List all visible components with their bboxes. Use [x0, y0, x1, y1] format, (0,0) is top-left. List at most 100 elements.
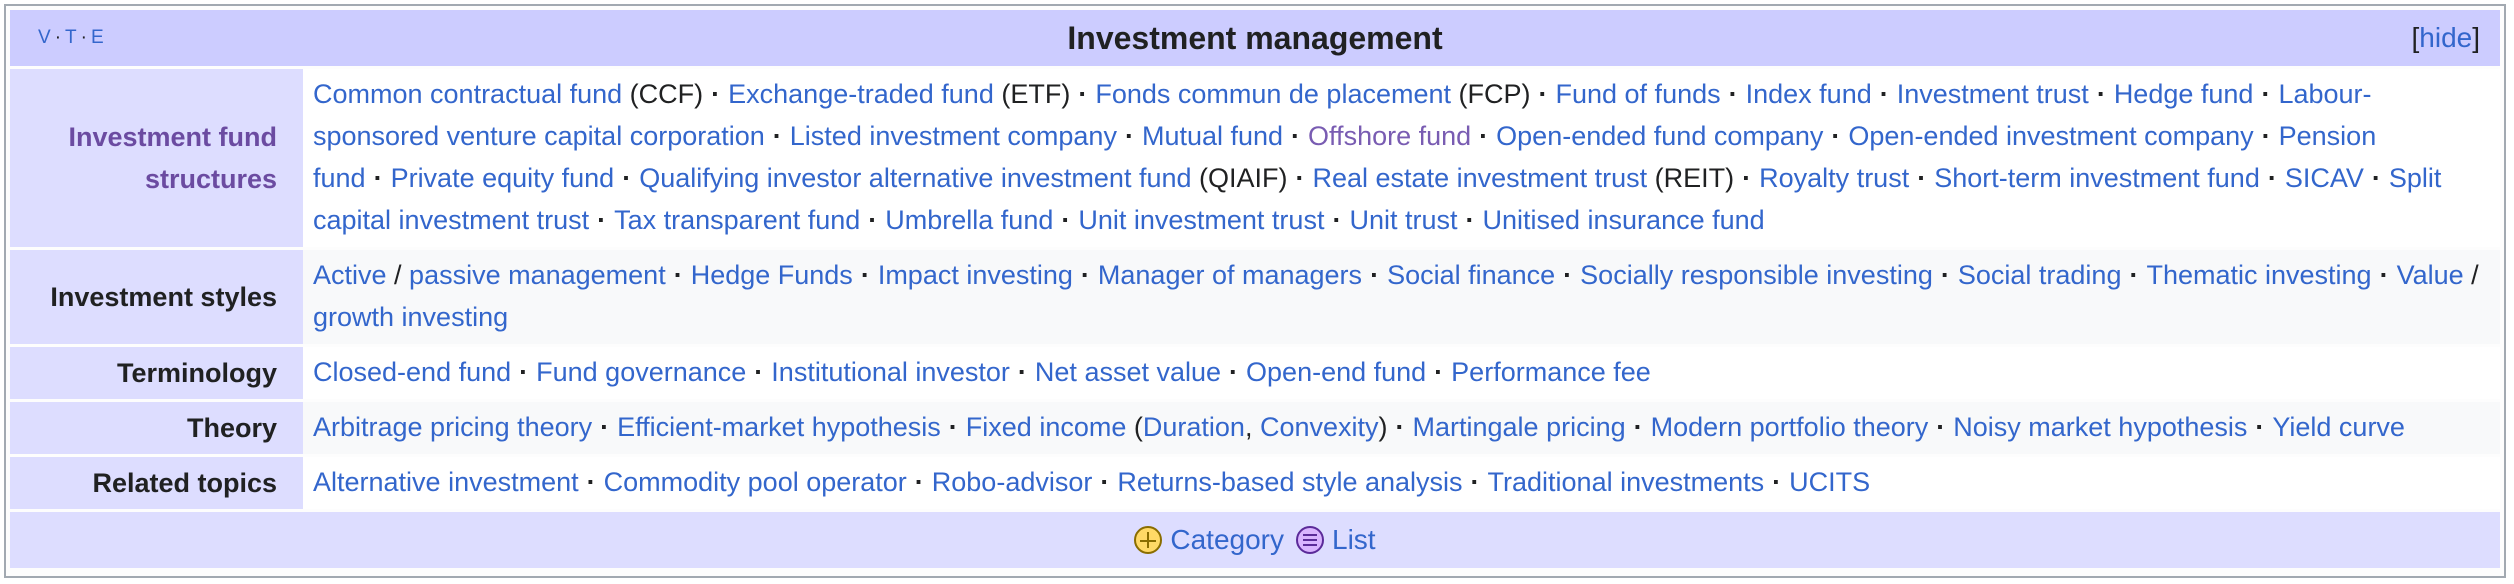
- nav-link[interactable]: Noisy market hypothesis: [1953, 412, 2248, 442]
- list-separator: ·: [1100, 467, 1110, 497]
- nav-link[interactable]: Investment trust: [1896, 79, 2089, 109]
- list-separator: ·: [1078, 79, 1088, 109]
- list-separator: ·: [1124, 121, 1134, 151]
- list-separator: ·: [914, 467, 924, 497]
- nav-link[interactable]: Pension fund: [313, 121, 2377, 193]
- nav-link[interactable]: Fonds commun de placement: [1095, 79, 1452, 109]
- list-separator: ·: [711, 79, 721, 109]
- list-separator: ·: [2261, 79, 2271, 109]
- list-separator: ·: [860, 260, 870, 290]
- group-label-theory: Theory: [10, 402, 303, 454]
- abbreviation: (ETF): [993, 79, 1071, 109]
- group-label-terminology: Terminology: [10, 347, 303, 399]
- nav-link[interactable]: Duration: [1142, 412, 1245, 442]
- nav-link[interactable]: Thematic investing: [2146, 260, 2372, 290]
- nav-link[interactable]: Active: [313, 260, 387, 290]
- nav-link[interactable]: Closed-end fund: [313, 357, 512, 387]
- nav-link[interactable]: Unitised insurance fund: [1482, 205, 1765, 235]
- nav-link[interactable]: Performance fee: [1451, 357, 1651, 387]
- vte-links: V · T · E: [38, 27, 106, 48]
- list-separator: ·: [1229, 357, 1239, 387]
- list-investment-styles: Active / passive management · Hedge Funds ·…: [303, 250, 2500, 344]
- edit-template-link[interactable]: E: [90, 27, 106, 48]
- list-separator: ·: [1332, 205, 1342, 235]
- talk-template-link[interactable]: T: [65, 27, 79, 48]
- view-template-link[interactable]: V: [38, 27, 53, 48]
- nav-link[interactable]: Private equity fund: [390, 163, 615, 193]
- nav-link[interactable]: Unit trust: [1349, 205, 1458, 235]
- list-investment-fund-structures: Common contractual fund (CCF) · Exchange-t…: [303, 69, 2500, 247]
- category-link-item[interactable]: Category: [1134, 524, 1284, 556]
- nav-link[interactable]: Mutual fund: [1141, 121, 1284, 151]
- nav-link[interactable]: Split capital investment trust: [313, 163, 2442, 235]
- nav-link[interactable]: Commodity pool operator: [603, 467, 907, 497]
- nav-link[interactable]: Listed investment company: [789, 121, 1117, 151]
- list-separator: ·: [1370, 260, 1380, 290]
- nav-link[interactable]: Fund of funds: [1555, 79, 1721, 109]
- list-separator: ·: [2379, 260, 2389, 290]
- list-terminology: Closed-end fund · Fund governance · Institut…: [303, 347, 2500, 399]
- abbreviation: (REIT): [1647, 163, 1735, 193]
- nav-link[interactable]: UCITS: [1789, 467, 1871, 497]
- nav-link[interactable]: Offshore fund: [1308, 121, 1472, 151]
- nav-link[interactable]: Fixed income: [965, 412, 1127, 442]
- nav-link[interactable]: passive management: [409, 260, 666, 290]
- nav-link[interactable]: Open-end fund: [1246, 357, 1427, 387]
- list-separator: ·: [2371, 163, 2381, 193]
- list-separator: ·: [1728, 79, 1738, 109]
- nav-link[interactable]: Efficient-market hypothesis: [617, 412, 941, 442]
- abbreviation: (QIAIF): [1191, 163, 1288, 193]
- list-separator: ·: [1831, 121, 1841, 151]
- nav-link[interactable]: Hedge Funds: [690, 260, 853, 290]
- nav-link[interactable]: Arbitrage pricing theory: [313, 412, 593, 442]
- nav-link[interactable]: Socially responsible investing: [1580, 260, 1933, 290]
- nav-link[interactable]: Traditional investments: [1487, 467, 1765, 497]
- nav-link[interactable]: Robo-advisor: [931, 467, 1093, 497]
- navbox: V · T · E Investment management [hide] Inves…: [4, 4, 2506, 578]
- nav-link[interactable]: Hedge fund: [2113, 79, 2254, 109]
- nav-link[interactable]: Manager of managers: [1097, 260, 1363, 290]
- row-theory: Theory Arbitrage pricing theory · Efficien…: [10, 402, 2500, 454]
- nav-link[interactable]: Open-ended fund company: [1496, 121, 1824, 151]
- nav-link[interactable]: Social trading: [1957, 260, 2122, 290]
- nav-link[interactable]: Exchange-traded fund: [728, 79, 994, 109]
- nav-link[interactable]: Tax transparent fund: [614, 205, 861, 235]
- nav-link[interactable]: Modern portfolio theory: [1650, 412, 1929, 442]
- nav-link[interactable]: Value: [2396, 260, 2464, 290]
- group-label-investment-fund-structures[interactable]: Investment fund structures: [10, 69, 303, 247]
- list-link[interactable]: List: [1332, 524, 1376, 555]
- nav-link[interactable]: Unit investment trust: [1078, 205, 1325, 235]
- nav-link[interactable]: Real estate investment trust: [1312, 163, 1648, 193]
- hide-toggle[interactable]: [hide]: [2411, 22, 2481, 53]
- nav-link[interactable]: Convexity: [1259, 412, 1379, 442]
- nav-link[interactable]: Yield curve: [2272, 412, 2405, 442]
- nav-link[interactable]: Umbrella fund: [885, 205, 1054, 235]
- nav-link[interactable]: Open-ended investment company: [1848, 121, 2254, 151]
- nav-link[interactable]: Net asset value: [1034, 357, 1222, 387]
- nav-link[interactable]: SICAV: [2284, 163, 2364, 193]
- list-separator: ·: [2129, 260, 2139, 290]
- nav-link[interactable]: Alternative investment: [313, 467, 579, 497]
- nav-link[interactable]: growth investing: [313, 302, 509, 332]
- list-separator: ·: [754, 357, 764, 387]
- nav-link[interactable]: Social finance: [1387, 260, 1556, 290]
- nav-link[interactable]: Common contractual fund: [313, 79, 623, 109]
- list-separator: ·: [1080, 260, 1090, 290]
- nav-link[interactable]: Labour-sponsored venture capital corpora…: [313, 79, 2372, 151]
- list-separator: ·: [1633, 412, 1643, 442]
- nav-link[interactable]: Returns-based style analysis: [1117, 467, 1463, 497]
- nav-link[interactable]: Short-term investment fund: [1934, 163, 2260, 193]
- nav-link[interactable]: Fund governance: [536, 357, 747, 387]
- nav-link[interactable]: Qualifying investor alternative investme…: [639, 163, 1192, 193]
- slash-separator: /: [386, 260, 410, 290]
- list-link-item[interactable]: List: [1296, 524, 1376, 556]
- hide-link[interactable]: hide: [2419, 22, 2473, 53]
- nav-link[interactable]: Royalty trust: [1759, 163, 1910, 193]
- nav-link[interactable]: Index fund: [1745, 79, 1872, 109]
- category-link[interactable]: Category: [1170, 524, 1285, 555]
- nav-link[interactable]: Impact investing: [877, 260, 1073, 290]
- list-separator: ·: [1061, 205, 1071, 235]
- nav-link[interactable]: Martingale pricing: [1412, 412, 1626, 442]
- navbox-title-bar: V · T · E Investment management [hide]: [10, 10, 2500, 66]
- nav-link[interactable]: Institutional investor: [771, 357, 1010, 387]
